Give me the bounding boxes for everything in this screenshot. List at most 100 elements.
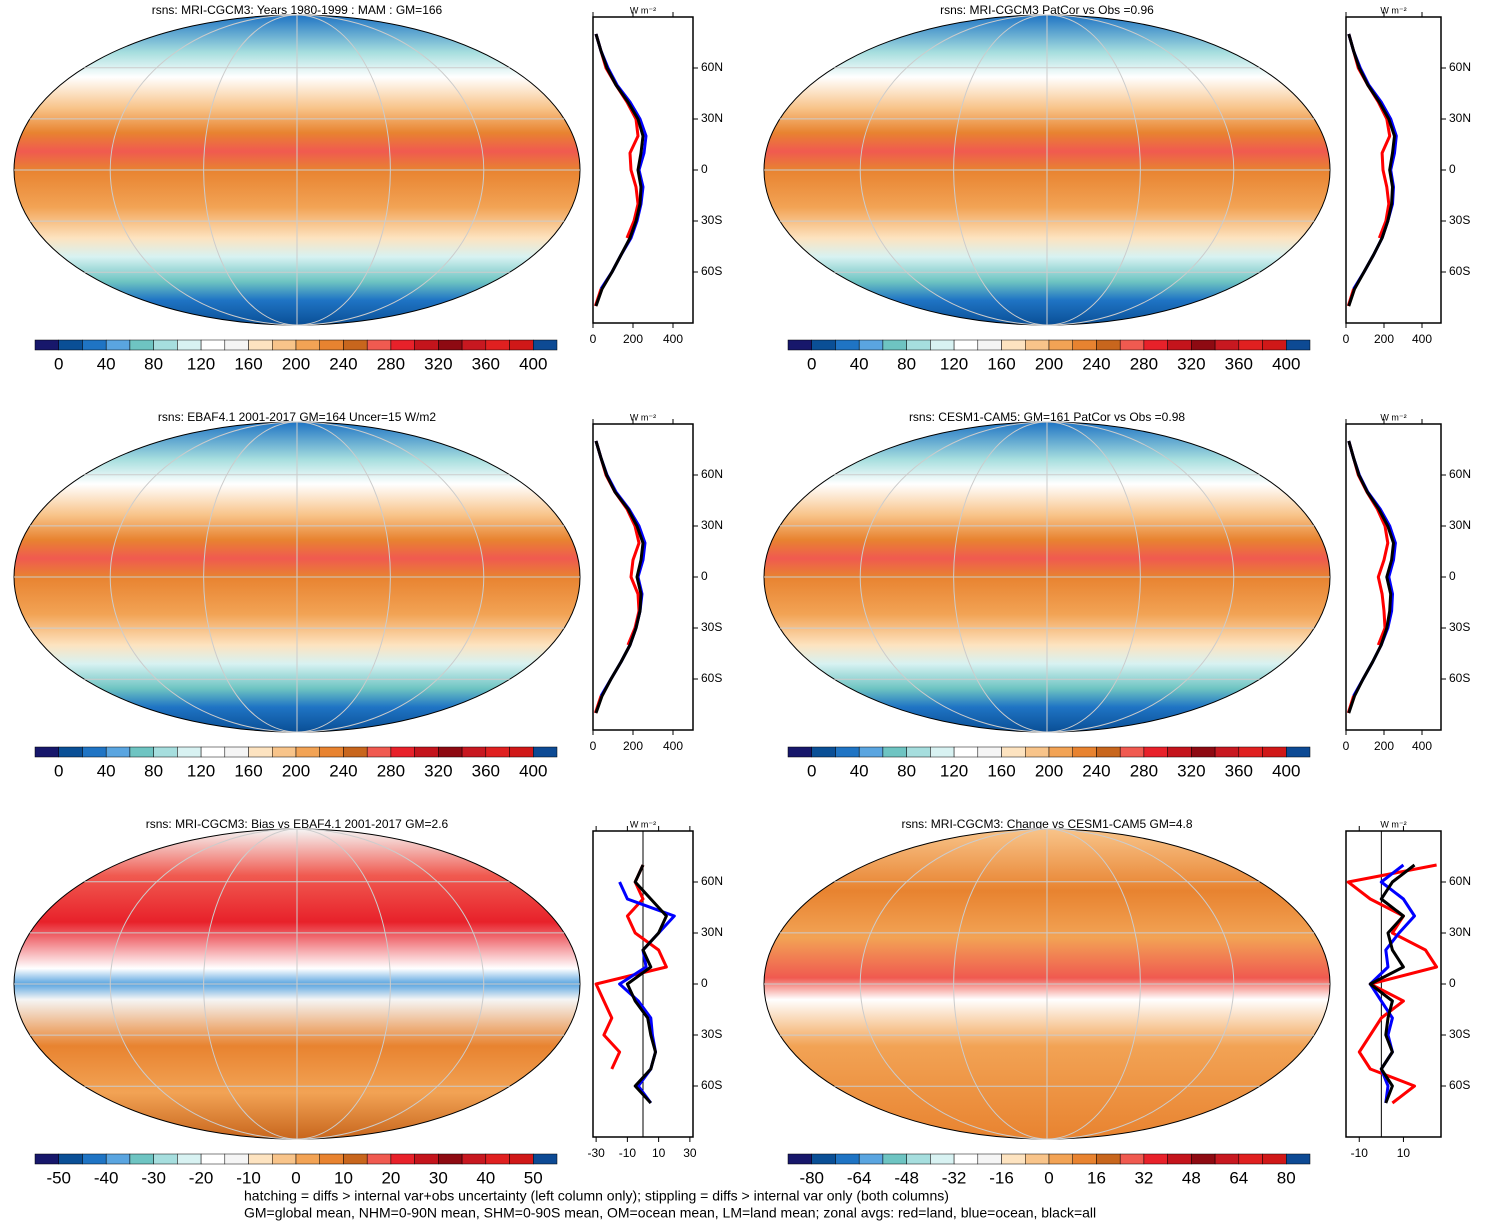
colorbar-label: 48 (1182, 1168, 1201, 1187)
colorbar-swatch (224, 746, 249, 758)
y-tick-label: 60S (701, 264, 722, 278)
colorbar-label: 0 (807, 354, 816, 373)
colorbar-swatch (366, 339, 392, 351)
x-tick-label: 10 (1397, 1146, 1411, 1160)
x-tick-label: 0 (590, 739, 597, 753)
y-tick-label: 60S (701, 1078, 722, 1092)
colorbar-label: 360 (472, 761, 500, 780)
colorbar-label: 320 (424, 761, 452, 780)
colorbar-swatch (930, 339, 955, 351)
colorbar-label: -20 (189, 1168, 214, 1187)
colorbar-swatch (930, 1153, 955, 1165)
colorbar-swatch (105, 1153, 131, 1165)
colorbar-label: 200 (282, 354, 310, 373)
colorbar-swatch (224, 339, 249, 351)
colorbar-swatch (248, 746, 273, 758)
zonal-line (625, 864, 668, 1105)
colorbar-swatch (1143, 339, 1168, 351)
colorbar-label: -40 (94, 1168, 119, 1187)
colorbar-swatch (129, 339, 154, 351)
y-tick-label: 0 (701, 162, 708, 176)
colorbar-swatch (509, 746, 534, 758)
colorbar-swatch (787, 746, 812, 758)
colorbar-swatch (787, 339, 812, 351)
colorbar-label: 120 (940, 354, 968, 373)
colorbar-swatch (1238, 1153, 1263, 1165)
y-tick-label: 0 (701, 976, 708, 990)
x-tick-label: 10 (652, 1146, 666, 1160)
colorbar-swatch (200, 1153, 226, 1165)
colorbar-swatch (858, 746, 884, 758)
colorbar-swatch (1096, 339, 1121, 351)
x-tick-label: -30 (587, 1146, 605, 1160)
colorbar-swatch (461, 1153, 487, 1165)
colorbar-swatch (414, 339, 439, 351)
y-tick-label: 30N (701, 925, 723, 939)
colorbar-swatch (343, 339, 368, 351)
colorbar-swatch (1214, 746, 1240, 758)
colorbar-swatch (319, 339, 344, 351)
colorbar-label: 80 (897, 354, 916, 373)
colorbar-swatch (811, 1153, 836, 1165)
colorbar-swatch (1048, 339, 1073, 351)
colorbar-swatch (1001, 1153, 1026, 1165)
colorbar-swatch (295, 1153, 320, 1165)
colorbar-swatch (248, 339, 273, 351)
x-tick-label: 200 (1374, 332, 1394, 346)
colorbar-swatch (1167, 1153, 1192, 1165)
colorbar-swatch (272, 1153, 297, 1165)
colorbar-swatch (1191, 339, 1216, 351)
colorbar-swatch (224, 1153, 249, 1165)
colorbar-swatch (509, 339, 534, 351)
x-tick-label: 200 (623, 739, 643, 753)
colorbar-label: 120 (940, 761, 968, 780)
colorbar-swatch (906, 339, 931, 351)
colorbar-swatch (882, 1153, 907, 1165)
zonal-line (1347, 33, 1396, 307)
colorbar-swatch (882, 339, 907, 351)
y-tick-label: 30S (1449, 213, 1470, 227)
colorbar-swatch (82, 1153, 107, 1165)
colorbar-swatch (533, 339, 558, 351)
y-tick-label: 30N (1449, 518, 1471, 532)
colorbar-swatch (930, 746, 955, 758)
colorbar-swatch (366, 1153, 392, 1165)
colorbar-swatch (533, 746, 558, 758)
colorbar-swatch (1191, 1153, 1216, 1165)
colorbar-swatch (390, 339, 415, 351)
colorbar-label: 360 (472, 354, 500, 373)
x-tick-label: 200 (623, 332, 643, 346)
colorbar-label: 400 (519, 761, 547, 780)
colorbar-swatch (485, 339, 510, 351)
colorbar-swatch (882, 746, 907, 758)
zonal-line (594, 33, 645, 307)
y-tick-label: 30S (1449, 1027, 1470, 1041)
zonal-line (1347, 440, 1395, 714)
colorbar-swatch (1286, 1153, 1311, 1165)
colorbar-swatch (319, 746, 344, 758)
y-tick-label: 60S (1449, 264, 1470, 278)
colorbar-swatch (1025, 1153, 1050, 1165)
zonal-line (1368, 863, 1416, 1104)
colorbar-swatch (58, 339, 83, 351)
colorbar-label: 280 (377, 354, 405, 373)
colorbar-swatch (1262, 746, 1287, 758)
colorbar-swatch (1119, 746, 1145, 758)
y-tick-label: 60N (701, 467, 723, 481)
y-tick-label: 0 (1449, 976, 1456, 990)
colorbar-label: -30 (141, 1168, 166, 1187)
y-tick-label: 0 (1449, 569, 1456, 583)
colorbar-swatch (811, 339, 836, 351)
y-tick-label: 60S (701, 671, 722, 685)
colorbar-swatch (58, 1153, 83, 1165)
colorbar-label: 160 (234, 761, 262, 780)
colorbar-label: 280 (1130, 354, 1158, 373)
x-tick-label: 400 (1412, 739, 1432, 753)
colorbar-swatch (858, 1153, 884, 1165)
colorbar-label: 40 (850, 354, 869, 373)
x-tick-label: 0 (1343, 332, 1350, 346)
profile-unit: W m⁻² (630, 5, 656, 15)
colorbar-swatch (977, 1153, 1002, 1165)
colorbar-label: 320 (424, 354, 452, 373)
